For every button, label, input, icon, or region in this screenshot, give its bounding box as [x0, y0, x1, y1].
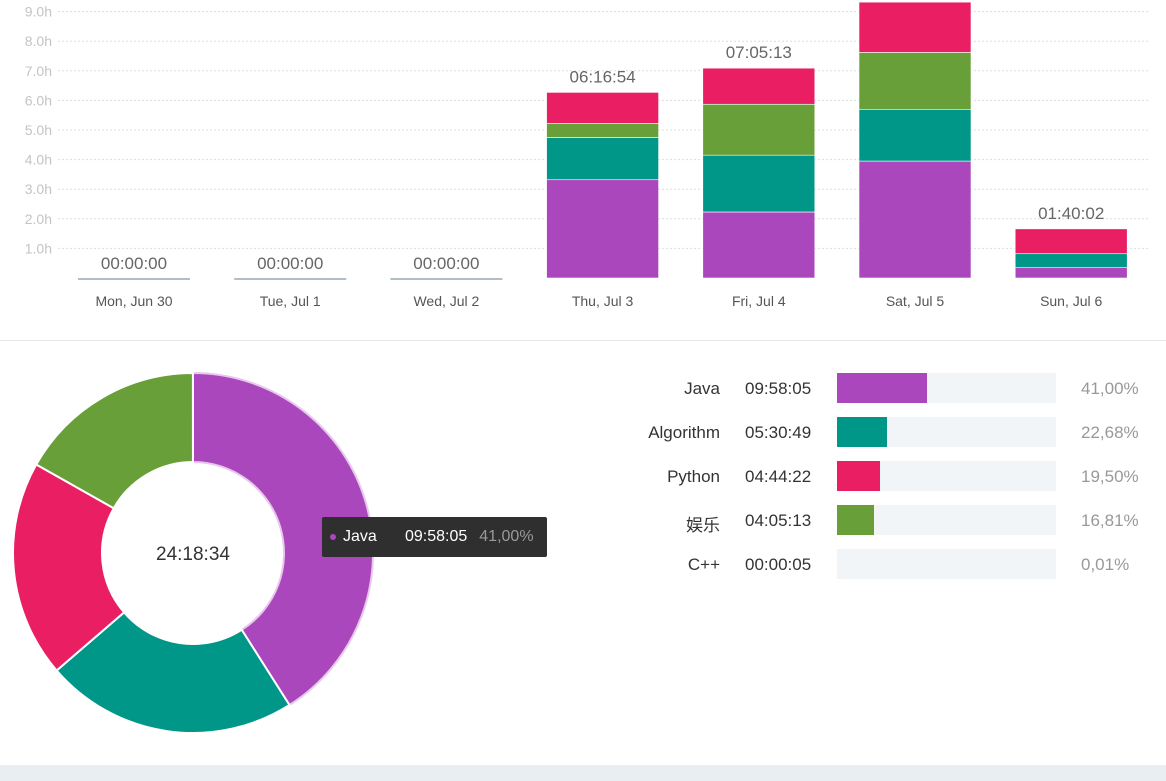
bar-segment-java[interactable] [702, 211, 816, 279]
donut-slice-python[interactable] [12, 463, 126, 672]
legend-row-cpp[interactable]: C++ 00:00:05 0,01% [600, 548, 1160, 592]
tooltip-time: 09:58:05 [405, 528, 468, 545]
donut-slice-java[interactable] [192, 371, 374, 707]
daily-stacked-bar-chart: 1.0h 2.0h 3.0h 4.0h 5.0h 6.0h 7.0h 8.0h 9.0h 00:0… [25, 1, 1150, 309]
legend-row-python[interactable]: Python 04:44:22 19,50% [600, 460, 1160, 504]
bar-segment-algorithm[interactable] [546, 137, 659, 181]
bar-segment-java[interactable] [858, 160, 972, 279]
bar-segment-python[interactable] [546, 92, 659, 124]
bar-segment-algorithm[interactable] [1014, 253, 1128, 268]
bar-total-label: 00:00:00 [257, 254, 323, 273]
bar-segment-java[interactable] [1014, 267, 1128, 279]
legend-percent: 16,81% [1081, 511, 1139, 530]
legend-name: 娱乐 [686, 516, 720, 535]
x-category-label: Sun, Jul 6 [1040, 293, 1102, 309]
tooltip-name: Java [343, 528, 377, 545]
legend-time: 09:58:05 [745, 379, 812, 398]
bar-total-label: 00:00:00 [101, 254, 167, 273]
y-tick-label: 8.0h [25, 33, 52, 49]
bar-segment-entertainment[interactable] [546, 123, 659, 138]
bar-segment-python[interactable] [1014, 228, 1128, 255]
legend-percent: 0,01% [1081, 555, 1130, 574]
legend-progress-track [837, 505, 1056, 535]
tooltip-color-dot [330, 534, 336, 540]
legend-percent: 22,68% [1081, 423, 1139, 442]
tooltip-percent: 41,00% [479, 528, 534, 545]
donut-slice-algorithm[interactable] [55, 610, 291, 734]
section-divider [0, 340, 1166, 341]
legend-time: 04:44:22 [745, 467, 812, 486]
bar-total-label: 01:40:02 [1038, 204, 1104, 223]
y-tick-label: 9.0h [25, 4, 52, 20]
bar-total-label: 07:05:13 [726, 43, 792, 62]
x-category-label: Mon, Jun 30 [95, 293, 172, 309]
legend-time: 00:00:05 [745, 555, 812, 574]
legend-name: C++ [687, 555, 720, 574]
legend-progress-track [837, 549, 1056, 579]
legend-row-java[interactable]: Java 09:58:05 41,00% [600, 372, 1160, 416]
legend-name: Java [684, 379, 720, 398]
y-tick-label: 1.0h [25, 240, 52, 256]
legend-progress-fill [837, 373, 927, 403]
legend-percent: 41,00% [1081, 379, 1139, 398]
legend-progress-track [837, 373, 1056, 403]
bar-segment-entertainment[interactable] [702, 103, 816, 156]
y-tick-label: 3.0h [25, 181, 52, 197]
y-tick-label: 5.0h [25, 122, 52, 138]
donut-tooltip: Java 09:58:05 41,00% [322, 517, 547, 557]
donut-center-total: 24:18:34 [156, 544, 230, 565]
x-category-label: Wed, Jul 2 [413, 293, 479, 309]
x-category-label: Sat, Jul 5 [886, 293, 945, 309]
language-donut-chart: 24:18:34 [12, 371, 374, 734]
bar-segment-java[interactable] [546, 179, 659, 279]
legend-name: Python [667, 467, 720, 486]
y-tick-label: 2.0h [25, 211, 52, 227]
y-tick-label: 6.0h [25, 92, 52, 108]
x-category-label: Tue, Jul 1 [260, 293, 321, 309]
bar-total-label: 06:16:54 [570, 67, 636, 86]
legend-row-entertainment[interactable]: 娱乐 04:05:13 16,81% [600, 504, 1160, 548]
legend-row-algorithm[interactable]: Algorithm 05:30:49 22,68% [600, 416, 1160, 460]
legend-percent: 19,50% [1081, 467, 1139, 486]
bar-segment-python[interactable] [702, 67, 816, 105]
legend-progress-fill [837, 505, 874, 535]
donut-slice-entertainment[interactable] [34, 371, 194, 510]
bar-segment-entertainment[interactable] [858, 52, 972, 110]
y-tick-label: 4.0h [25, 152, 52, 168]
bottom-strip [0, 765, 1166, 781]
legend-progress-track [837, 417, 1056, 447]
legend-progress-fill [837, 461, 880, 491]
legend-time: 05:30:49 [745, 423, 812, 442]
legend-progress-track [837, 461, 1056, 491]
y-tick-label: 7.0h [25, 63, 52, 79]
legend-time: 04:05:13 [745, 511, 812, 530]
x-category-label: Fri, Jul 4 [732, 293, 786, 309]
bar-segment-algorithm[interactable] [858, 108, 972, 162]
language-legend: Java 09:58:05 41,00% Algorithm 05:30:49 … [600, 372, 1160, 592]
bar-segment-algorithm[interactable] [702, 154, 816, 213]
legend-progress-fill [837, 417, 887, 447]
bar-total-label: 00:00:00 [413, 254, 479, 273]
bar-segment-python[interactable] [858, 1, 972, 53]
legend-name: Algorithm [648, 423, 720, 442]
x-category-label: Thu, Jul 3 [572, 293, 634, 309]
